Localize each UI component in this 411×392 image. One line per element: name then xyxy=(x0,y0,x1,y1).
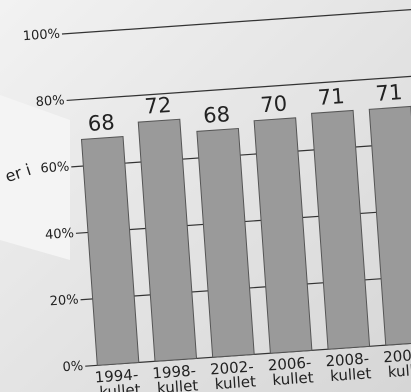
value-label: 71 xyxy=(317,84,345,110)
grid-line xyxy=(80,274,411,301)
x-tick-label: 2006- kullet xyxy=(267,353,318,389)
y-tick-label: 100% xyxy=(22,27,60,45)
value-label: 71 xyxy=(375,80,403,106)
grid-line xyxy=(75,208,411,234)
grid-line xyxy=(66,75,411,102)
bar xyxy=(368,105,411,346)
x-tick-label: 1994- kullet xyxy=(94,365,145,392)
x-tick-label: 1998- kullet xyxy=(152,361,203,392)
value-label: 70 xyxy=(260,91,288,117)
value-label: 68 xyxy=(202,102,230,128)
y-tick-label: 0% xyxy=(62,359,84,375)
x-tick-label: 2008- kullet xyxy=(325,349,376,385)
paper-overlay xyxy=(0,95,70,260)
bar xyxy=(311,109,371,350)
grid-line xyxy=(85,341,411,367)
plot: 0% 20% 40% 60% 80% 100% 1994- kullet 68 1998- ku… xyxy=(22,8,411,392)
y-tick-label: 40% xyxy=(45,226,75,243)
x-tick-label: 2002- kullet xyxy=(209,357,260,392)
value-label: 72 xyxy=(144,93,172,119)
y-tick-label: 80% xyxy=(35,93,65,110)
y-tick-label: 20% xyxy=(49,292,79,309)
grid-line xyxy=(61,8,411,35)
bar xyxy=(137,118,198,362)
grid-line xyxy=(71,141,411,168)
bar xyxy=(80,136,140,366)
value-label: 68 xyxy=(87,110,115,136)
x-tick-label: 2009- kullet xyxy=(383,345,411,381)
bar xyxy=(196,127,255,358)
y-tick-label: 60% xyxy=(40,160,70,177)
bar xyxy=(253,117,313,354)
